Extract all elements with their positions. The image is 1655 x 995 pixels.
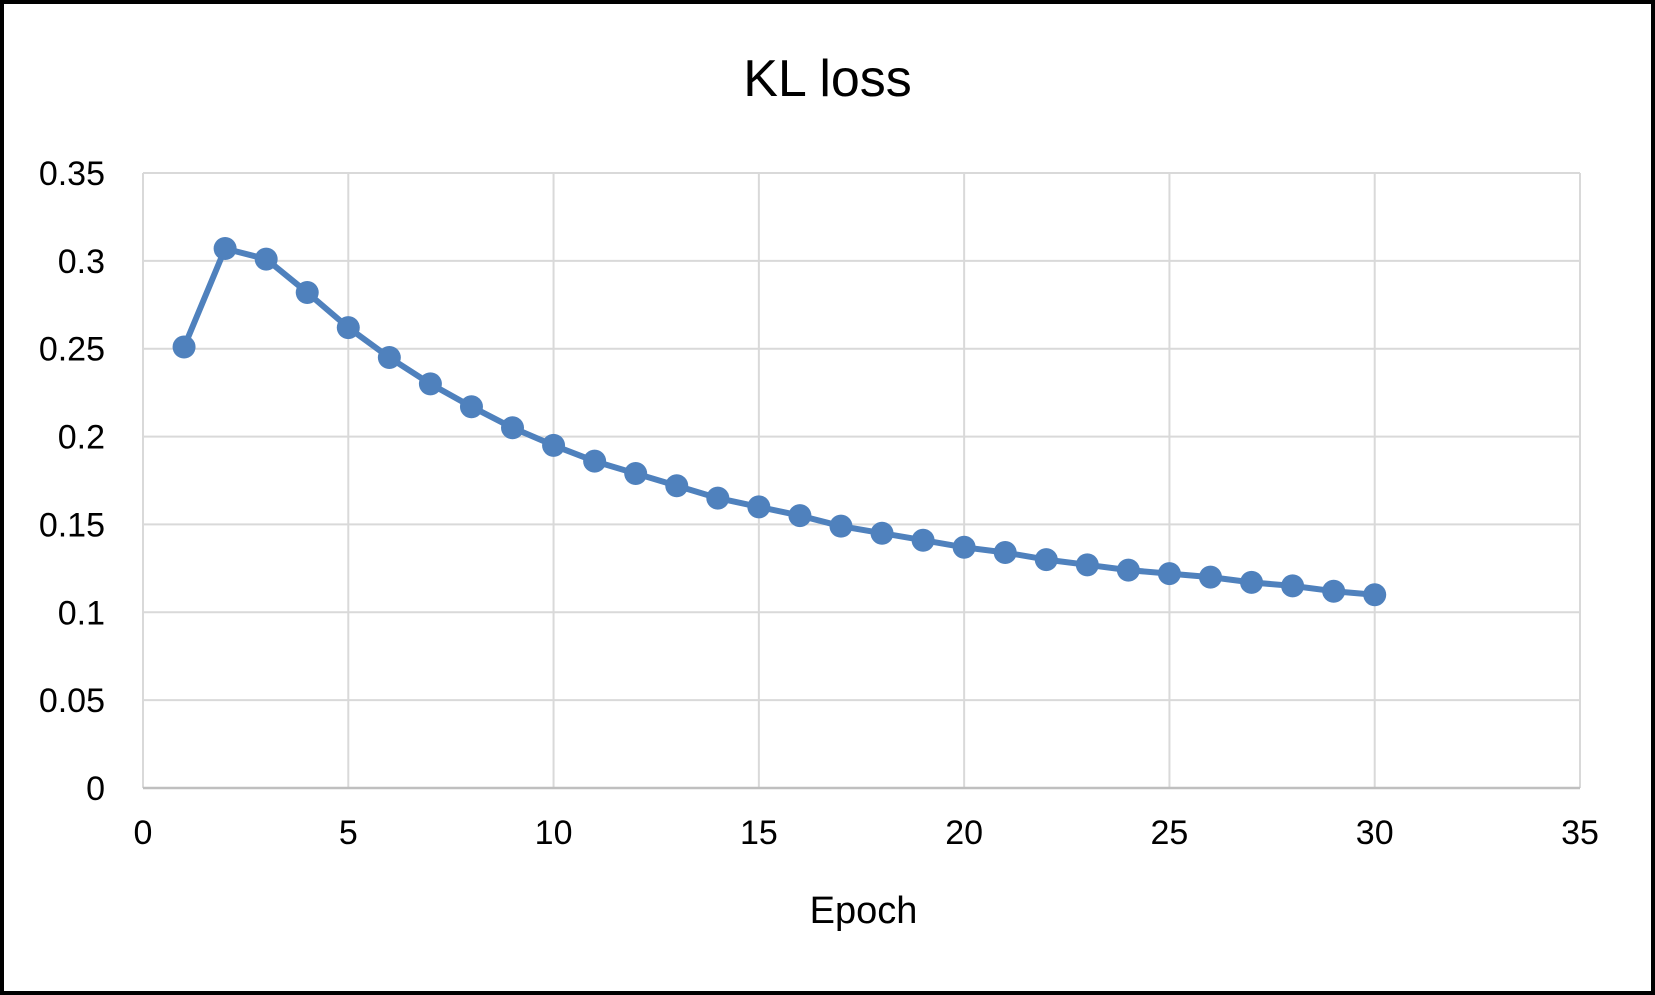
y-tick-label: 0.3 xyxy=(58,243,105,281)
data-point xyxy=(213,237,237,261)
data-point xyxy=(829,514,853,538)
data-point xyxy=(1240,570,1264,594)
data-point xyxy=(952,535,976,559)
data-point xyxy=(501,416,525,440)
data-point xyxy=(377,346,401,369)
data-point xyxy=(254,247,278,271)
data-point xyxy=(583,449,607,473)
data-point xyxy=(1157,562,1181,586)
data-point xyxy=(624,461,648,485)
x-tick-label: 20 xyxy=(945,814,983,852)
data-point xyxy=(1322,579,1346,603)
y-tick-label: 0.15 xyxy=(39,506,105,544)
series-line xyxy=(181,245,1375,598)
data-point xyxy=(788,504,812,528)
tick-labels: 0 0.05 0.1 0.15 0.2 0.25 0.3 0.35 0 5 10 15 20 25 30 35 xyxy=(39,155,1599,852)
y-tick-label: 0.2 xyxy=(58,419,105,457)
data-point xyxy=(665,474,689,498)
x-axis-title: Epoch xyxy=(810,890,918,932)
x-tick-label: 25 xyxy=(1151,814,1189,852)
y-tick-label: 0.25 xyxy=(39,331,105,369)
x-tick-label: 30 xyxy=(1356,814,1394,852)
chart-title: KL loss xyxy=(743,50,912,108)
data-point xyxy=(870,521,894,545)
data-point xyxy=(336,316,360,340)
x-tick-label: 10 xyxy=(535,814,573,852)
data-point xyxy=(542,433,566,457)
data-point xyxy=(911,528,935,552)
data-point xyxy=(1281,574,1305,598)
x-tick-label: 15 xyxy=(740,814,778,852)
data-point xyxy=(1363,583,1387,607)
data-point xyxy=(418,372,442,396)
data-point xyxy=(295,280,319,304)
data-point xyxy=(993,541,1017,565)
x-tick-label: 0 xyxy=(134,814,153,852)
y-tick-label: 0 xyxy=(86,770,105,808)
data-point xyxy=(172,335,196,359)
gridlines xyxy=(142,172,1581,788)
data-point xyxy=(706,486,730,510)
y-tick-label: 0.35 xyxy=(39,155,105,193)
series-kl-loss xyxy=(172,237,1387,607)
data-point xyxy=(1034,548,1058,572)
data-point xyxy=(1116,558,1140,582)
y-tick-label: 0.1 xyxy=(58,594,105,632)
data-point xyxy=(459,395,483,419)
data-point xyxy=(1198,565,1222,589)
x-tick-label: 5 xyxy=(339,814,358,852)
data-point xyxy=(1075,553,1099,577)
y-tick-label: 0.05 xyxy=(39,682,105,720)
data-point xyxy=(747,495,771,519)
x-tick-label: 35 xyxy=(1561,814,1599,852)
